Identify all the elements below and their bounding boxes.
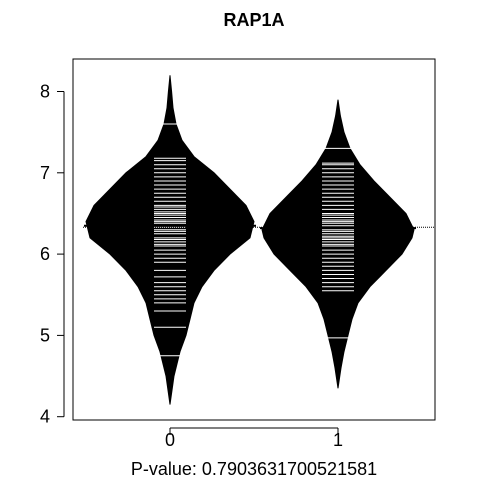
chart-title: RAP1A [223,10,284,30]
y-axis: 4 5 6 7 8 [40,82,65,427]
y-tick-label: 7 [40,163,50,183]
y-tick-label: 6 [40,244,50,264]
x-axis-label: P-value: 0.7903631700521581 [131,459,377,479]
beans-layer [84,75,416,405]
y-tick-label: 5 [40,325,50,345]
y-tick-label: 8 [40,82,50,102]
bean-1 [260,99,416,389]
plot-frame [72,58,436,421]
x-tick-label: 0 [165,430,175,450]
x-tick-label: 1 [333,430,343,450]
bean-0 [84,75,256,405]
y-tick-label: 4 [40,407,50,427]
